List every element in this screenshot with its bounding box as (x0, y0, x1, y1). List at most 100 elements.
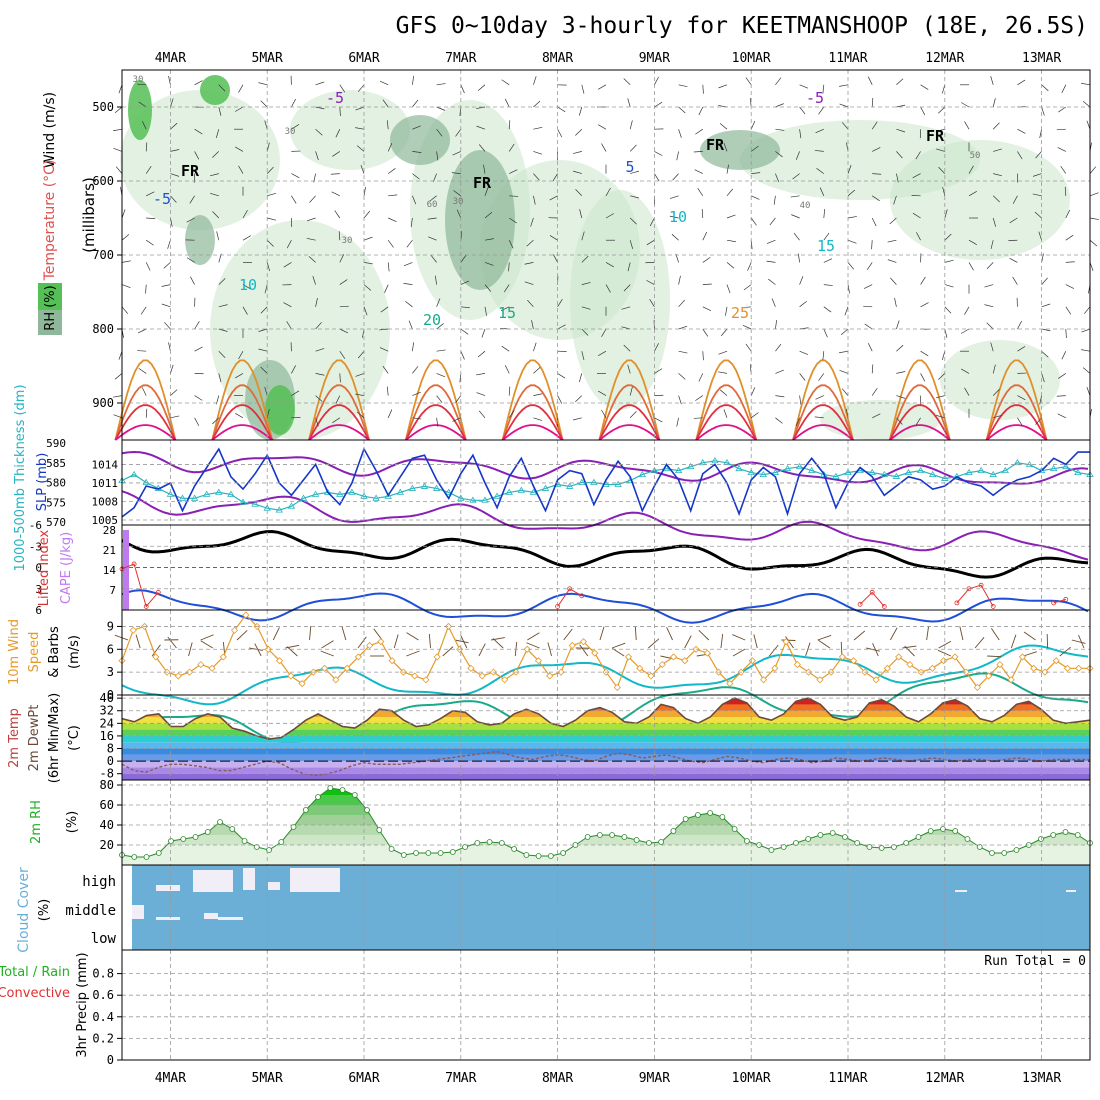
wind-barb (115, 166, 123, 174)
wind-barb (654, 368, 663, 374)
wind-barb (145, 408, 148, 418)
thickness-marker (783, 464, 792, 472)
thickness-tick-label: 585 (46, 457, 66, 470)
wind-barb (654, 343, 659, 352)
rh-shading (570, 190, 670, 410)
wind-barb (750, 387, 756, 396)
wind-barb (847, 239, 857, 244)
wind-barb (315, 297, 318, 307)
wind-barb (145, 284, 147, 294)
wind-barb (1038, 231, 1042, 241)
wind-speed-marker (534, 657, 543, 665)
contour-25 (598, 359, 661, 441)
lifted-index-line (956, 584, 994, 607)
rh-tick-label: 20 (100, 838, 114, 852)
wind-barb (286, 321, 292, 330)
wind-barb (1012, 195, 1018, 204)
wind-barb (114, 106, 123, 114)
wind-barb (356, 411, 365, 419)
wind-barb (436, 106, 446, 111)
rh-shading (265, 385, 295, 435)
rh-marker (327, 785, 334, 791)
surface-wind-barb (579, 644, 589, 657)
wind-speed-marker (1063, 664, 1072, 672)
thickness-marker (541, 484, 550, 491)
wind-speed-marker (726, 680, 734, 688)
thickness-marker (336, 490, 344, 497)
surface-wind-barb (1010, 634, 1017, 649)
wind-barb (403, 283, 413, 285)
precip-tick-label: 0.6 (92, 988, 114, 1002)
rh-marker (511, 846, 518, 852)
wind-barb (864, 323, 873, 330)
thickness-marker (699, 458, 707, 466)
lifted-index-marker (155, 589, 161, 595)
wind-speed-marker (219, 653, 227, 661)
surface-wind-barb (393, 634, 399, 649)
contour-40 (405, 424, 467, 441)
wind-barb (992, 217, 997, 227)
contour-40 (598, 424, 660, 441)
thickness-marker (953, 472, 961, 479)
surface-wind-barb (732, 648, 746, 657)
precip-axis-label: 3hr Precip (mm) (75, 952, 90, 1057)
wind-barb (412, 75, 414, 85)
thickness-marker (529, 488, 538, 495)
wind-barb (605, 187, 611, 196)
wind-barb (161, 284, 171, 287)
wind-barb (676, 417, 679, 427)
wind-barb (456, 209, 462, 219)
rh-marker (952, 828, 959, 834)
wind-barb (1089, 262, 1094, 271)
wind-barb (260, 306, 268, 314)
surface-wind-barb (321, 640, 334, 649)
rh-marker (180, 836, 187, 842)
wind-barb (1089, 166, 1097, 174)
contour-30 (211, 384, 274, 441)
wind-barb (557, 395, 563, 404)
wind-speed-marker (906, 660, 914, 669)
wind-barb (1017, 128, 1026, 134)
wind-barb (799, 395, 802, 405)
wind-speed-marker (996, 660, 1004, 669)
contour-25 (888, 359, 951, 441)
wind-barb (235, 106, 244, 112)
wind-barb (339, 106, 341, 117)
surface-wind-barb (563, 628, 573, 641)
rh-contour-label: 30 (285, 127, 296, 137)
surface-wind-barb (454, 639, 469, 644)
lifted-index-marker (1051, 600, 1057, 606)
wind-barb (1061, 351, 1067, 360)
wind-barb (138, 368, 147, 374)
wind-barb (212, 211, 220, 219)
surface-wind-barb (666, 627, 673, 641)
wind-barb (629, 217, 637, 225)
thickness-marker (892, 472, 901, 479)
date-label-bottom: 11MAR (828, 1071, 867, 1086)
wind-barb (649, 298, 655, 307)
wind-barb (678, 350, 688, 354)
wind-barb (170, 122, 178, 130)
wind-barb (194, 151, 200, 160)
surface-wind-barb (1071, 639, 1086, 644)
wind-barb (920, 302, 929, 308)
wind-barb (501, 79, 510, 86)
wind-barb (702, 84, 704, 94)
wind-barb (508, 240, 514, 249)
wind-barb (212, 417, 220, 425)
thickness-marker (130, 470, 138, 477)
rh-marker (560, 850, 567, 856)
wind-barb (557, 373, 566, 379)
wind-barb (212, 151, 220, 158)
rh-marker (694, 812, 701, 818)
wind-barb (315, 417, 319, 427)
temp-tick-label: 16 (100, 729, 114, 743)
wind-barb (871, 217, 877, 227)
wind-barb (436, 83, 446, 86)
wind-barb (654, 101, 663, 108)
rh-shading (940, 340, 1060, 420)
wind-barb (984, 304, 994, 308)
thickness-marker (686, 462, 695, 470)
wind-barb (428, 236, 437, 241)
wind-barb (627, 364, 631, 374)
